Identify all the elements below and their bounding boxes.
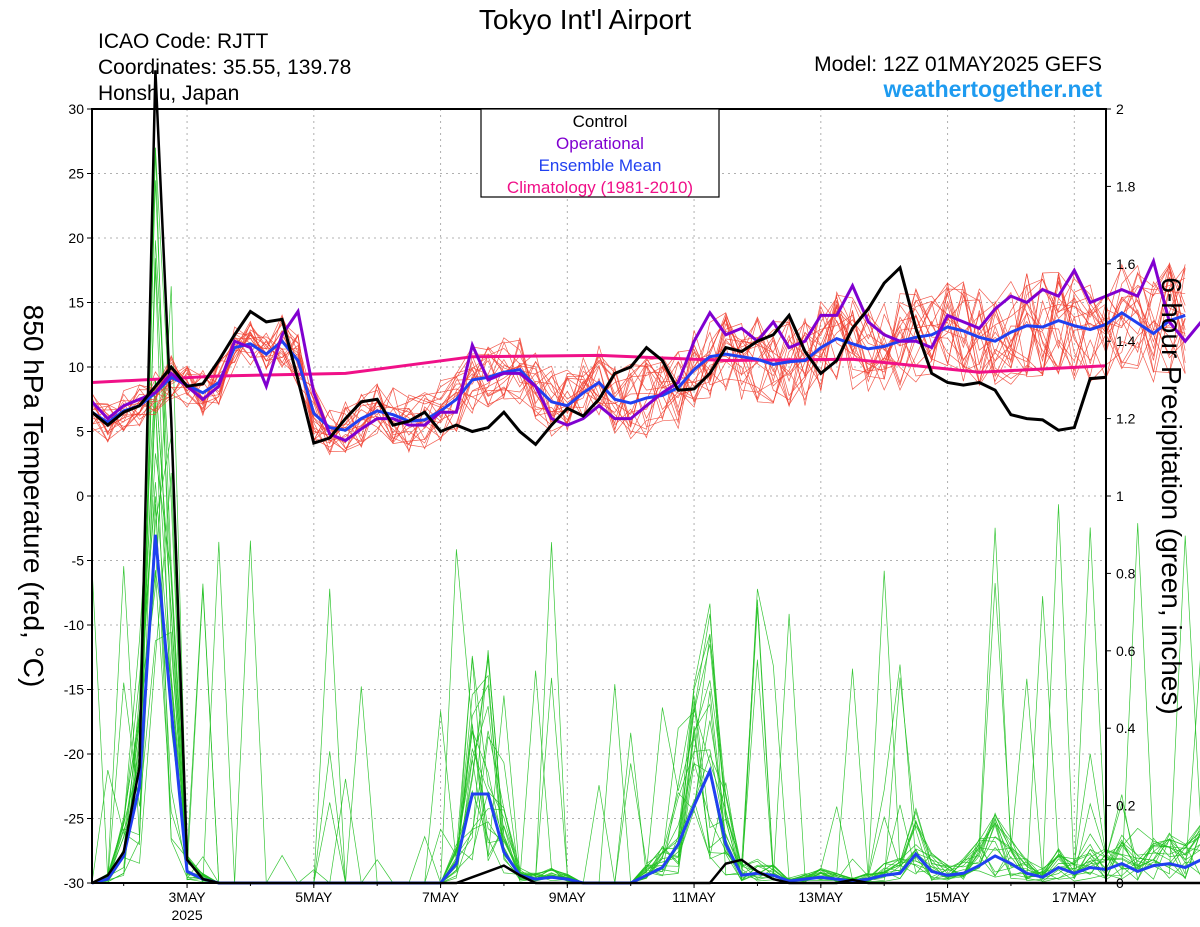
right-tick-label: 1.6 bbox=[1116, 256, 1136, 272]
precip-member-line bbox=[91, 378, 1200, 884]
legend-box bbox=[480, 108, 720, 198]
precip-member-line bbox=[91, 572, 1200, 884]
temp-member-line bbox=[91, 277, 1186, 445]
temp-member-line bbox=[91, 266, 1186, 450]
left-tick-label: 25 bbox=[68, 166, 84, 182]
precip-member-line bbox=[91, 482, 1200, 884]
precip-member-line bbox=[91, 378, 1200, 884]
legend: Control Operational Ensemble Mean Climatolo… bbox=[480, 108, 720, 198]
right-tick-label: 1 bbox=[1116, 488, 1124, 504]
icao-code: ICAO Code: RJTT bbox=[98, 30, 269, 53]
right-tick-label: 0.8 bbox=[1116, 565, 1136, 581]
left-tick-label: -30 bbox=[64, 875, 84, 891]
temp-member-line bbox=[91, 301, 1186, 454]
precip-member-line bbox=[91, 436, 1200, 884]
left-tick-label: -5 bbox=[72, 553, 85, 569]
right-tick-label: 1.2 bbox=[1116, 411, 1136, 427]
left-tick-label: -10 bbox=[64, 617, 84, 633]
precip-member-line bbox=[91, 395, 1200, 884]
left-tick-label: 15 bbox=[68, 295, 84, 311]
x-tick-sublabel: 2025 bbox=[171, 907, 202, 923]
model-run: Model: 12Z 01MAY2025 GEFS bbox=[814, 53, 1102, 76]
axes: 302520151050-5-10-15-20-25-3021.81.61.41… bbox=[64, 101, 1136, 923]
plot-frame bbox=[91, 108, 1107, 884]
chart-title: Tokyo Int'l Airport bbox=[479, 4, 692, 35]
right-tick-label: 0.6 bbox=[1116, 643, 1136, 659]
temp-member-line bbox=[91, 264, 1186, 450]
right-tick-label: 1.4 bbox=[1116, 333, 1136, 349]
region: Honshu, Japan bbox=[98, 82, 239, 105]
legend-entry: Operational bbox=[556, 134, 644, 153]
x-tick-label: 15MAY bbox=[925, 889, 971, 905]
y-axis-left-label: 850 hPa Temperature (red, °C) bbox=[18, 305, 49, 688]
precip-member-line bbox=[91, 570, 1200, 884]
precip-member-line bbox=[91, 405, 1200, 884]
legend-entry: Control bbox=[573, 112, 628, 131]
coordinates: Coordinates: 35.55, 139.78 bbox=[98, 56, 351, 79]
temp-operational-line bbox=[90, 256, 1200, 443]
left-tick-label: 5 bbox=[76, 424, 84, 440]
left-tick-label: -25 bbox=[64, 811, 84, 827]
x-tick-label: 5MAY bbox=[295, 889, 333, 905]
x-tick-label: 13MAY bbox=[798, 889, 844, 905]
precip-member-line bbox=[91, 258, 1200, 884]
x-tick-label: 9MAY bbox=[549, 889, 587, 905]
left-tick-label: 10 bbox=[68, 359, 84, 375]
y-axis-right-label: 6-hour Precipitation (green, inches) bbox=[1156, 277, 1187, 714]
right-tick-label: 0.4 bbox=[1116, 720, 1136, 736]
precip-member-line bbox=[91, 504, 1200, 884]
x-tick-label: 3MAY bbox=[169, 889, 207, 905]
precip-member-line bbox=[91, 147, 1200, 884]
site-link[interactable]: weathertogether.net bbox=[882, 76, 1102, 102]
temp-ensemble-mean-line bbox=[91, 310, 1186, 432]
left-tick-label: 20 bbox=[68, 230, 84, 246]
legend-entry: Ensemble Mean bbox=[539, 156, 662, 175]
right-tick-label: 0 bbox=[1116, 875, 1124, 891]
left-tick-label: 0 bbox=[76, 488, 84, 504]
temp-member-line bbox=[91, 271, 1186, 436]
precip-member-line bbox=[91, 180, 1200, 884]
right-tick-label: 2 bbox=[1116, 101, 1124, 117]
precip-members bbox=[91, 147, 1200, 884]
left-tick-label: -15 bbox=[64, 682, 84, 698]
precip-member-line bbox=[91, 472, 1200, 884]
right-tick-label: 1.8 bbox=[1116, 178, 1136, 194]
x-tick-label: 17MAY bbox=[1052, 889, 1098, 905]
right-tick-label: 0.2 bbox=[1116, 798, 1136, 814]
temp-control-line bbox=[91, 264, 1107, 447]
precip-member-line bbox=[91, 147, 1200, 884]
x-tick-label: 11MAY bbox=[672, 889, 716, 905]
temp-member-line bbox=[91, 265, 1186, 442]
left-tick-label: 30 bbox=[68, 101, 84, 117]
gridlines bbox=[92, 108, 1106, 884]
legend-entry: Climatology (1981-2010) bbox=[507, 178, 693, 197]
x-tick-label: 7MAY bbox=[422, 889, 460, 905]
left-tick-label: -20 bbox=[64, 746, 84, 762]
temp-member-line bbox=[91, 271, 1186, 453]
